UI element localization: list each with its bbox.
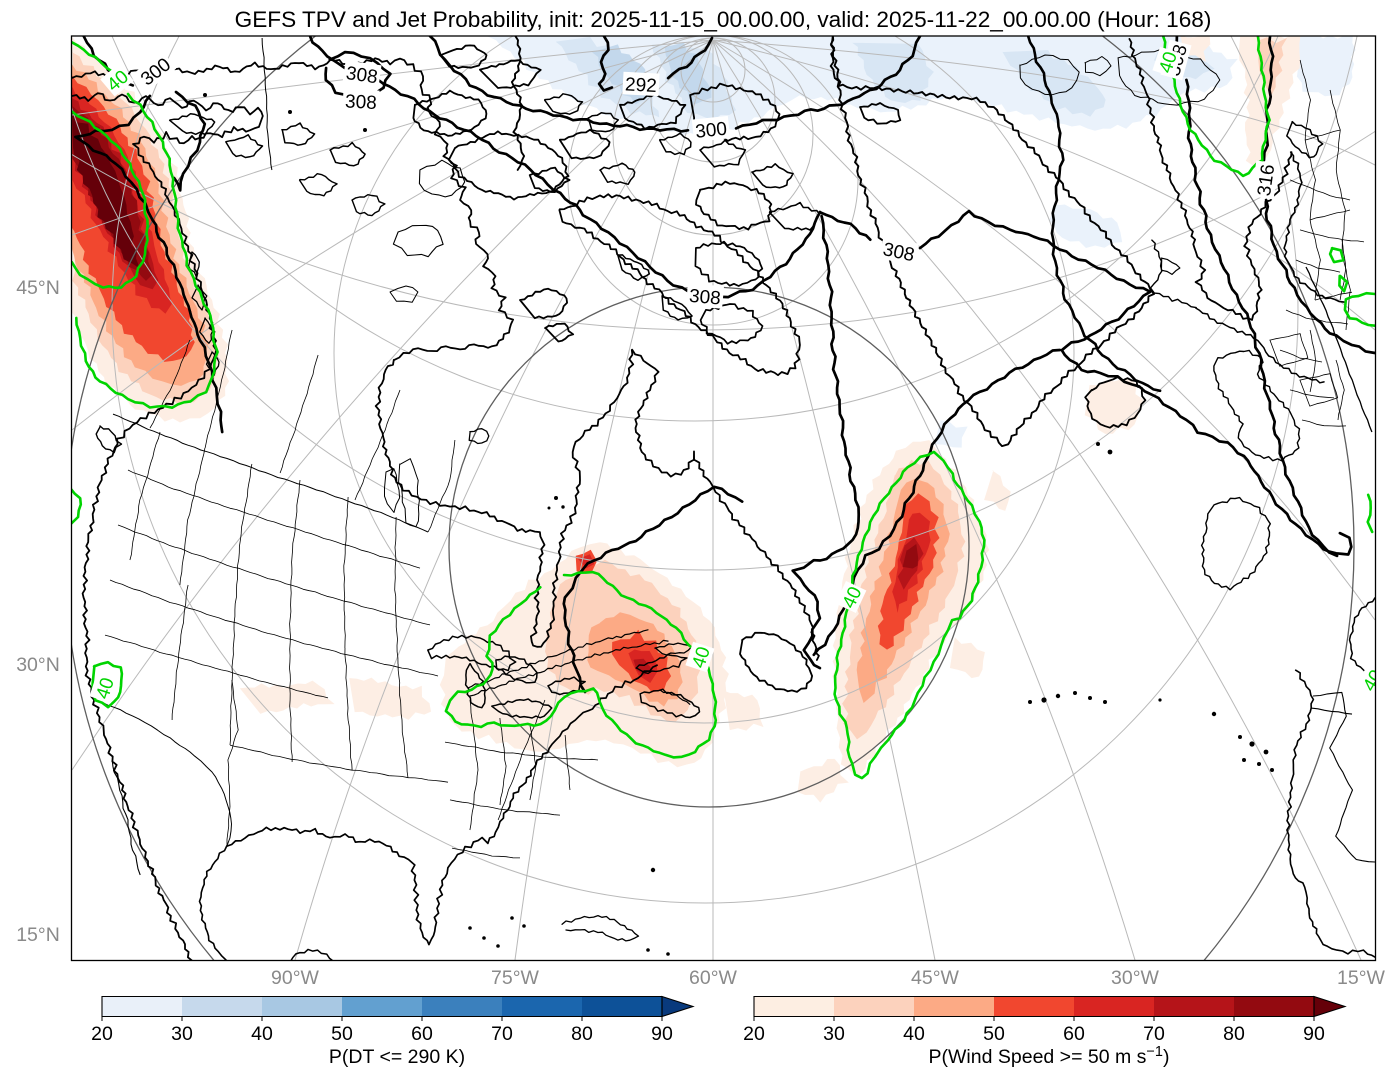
svg-text:20: 20 [743,1023,765,1045]
svg-text:50: 50 [331,1023,353,1045]
svg-text:40: 40 [903,1023,925,1045]
svg-text:316: 316 [1254,163,1279,197]
svg-text:90: 90 [651,1023,673,1045]
svg-text:GEFS TPV and Jet Probability,: GEFS TPV and Jet Probability, init: 2025… [235,7,1212,32]
svg-text:15°W: 15°W [1337,967,1385,989]
svg-text:P(DT <= 290 K): P(DT <= 290 K) [329,1046,465,1068]
svg-text:70: 70 [491,1023,513,1045]
svg-text:45°N: 45°N [16,277,60,299]
svg-text:30°W: 30°W [1111,967,1159,989]
svg-text:90°W: 90°W [271,967,319,989]
svg-text:80: 80 [571,1023,593,1045]
svg-text:292: 292 [625,74,658,97]
svg-text:50: 50 [983,1023,1005,1045]
svg-text:60: 60 [1063,1023,1085,1045]
svg-text:80: 80 [1223,1023,1245,1045]
svg-text:40: 40 [251,1023,273,1045]
svg-text:60: 60 [411,1023,433,1045]
svg-text:30°N: 30°N [16,654,60,676]
svg-text:P(Wind Speed >= 50 m s−1): P(Wind Speed >= 50 m s−1) [929,1044,1170,1068]
svg-text:75°W: 75°W [491,967,539,989]
svg-text:15°N: 15°N [16,924,60,946]
svg-text:60°W: 60°W [689,967,737,989]
svg-text:20: 20 [91,1023,113,1045]
svg-text:300: 300 [694,119,728,143]
svg-text:90: 90 [1303,1023,1325,1045]
svg-text:45°W: 45°W [911,967,959,989]
svg-text:70: 70 [1143,1023,1165,1045]
svg-text:308: 308 [688,286,721,310]
svg-text:308: 308 [345,63,379,88]
svg-text:308: 308 [345,91,378,114]
svg-text:30: 30 [823,1023,845,1045]
svg-text:30: 30 [171,1023,193,1045]
